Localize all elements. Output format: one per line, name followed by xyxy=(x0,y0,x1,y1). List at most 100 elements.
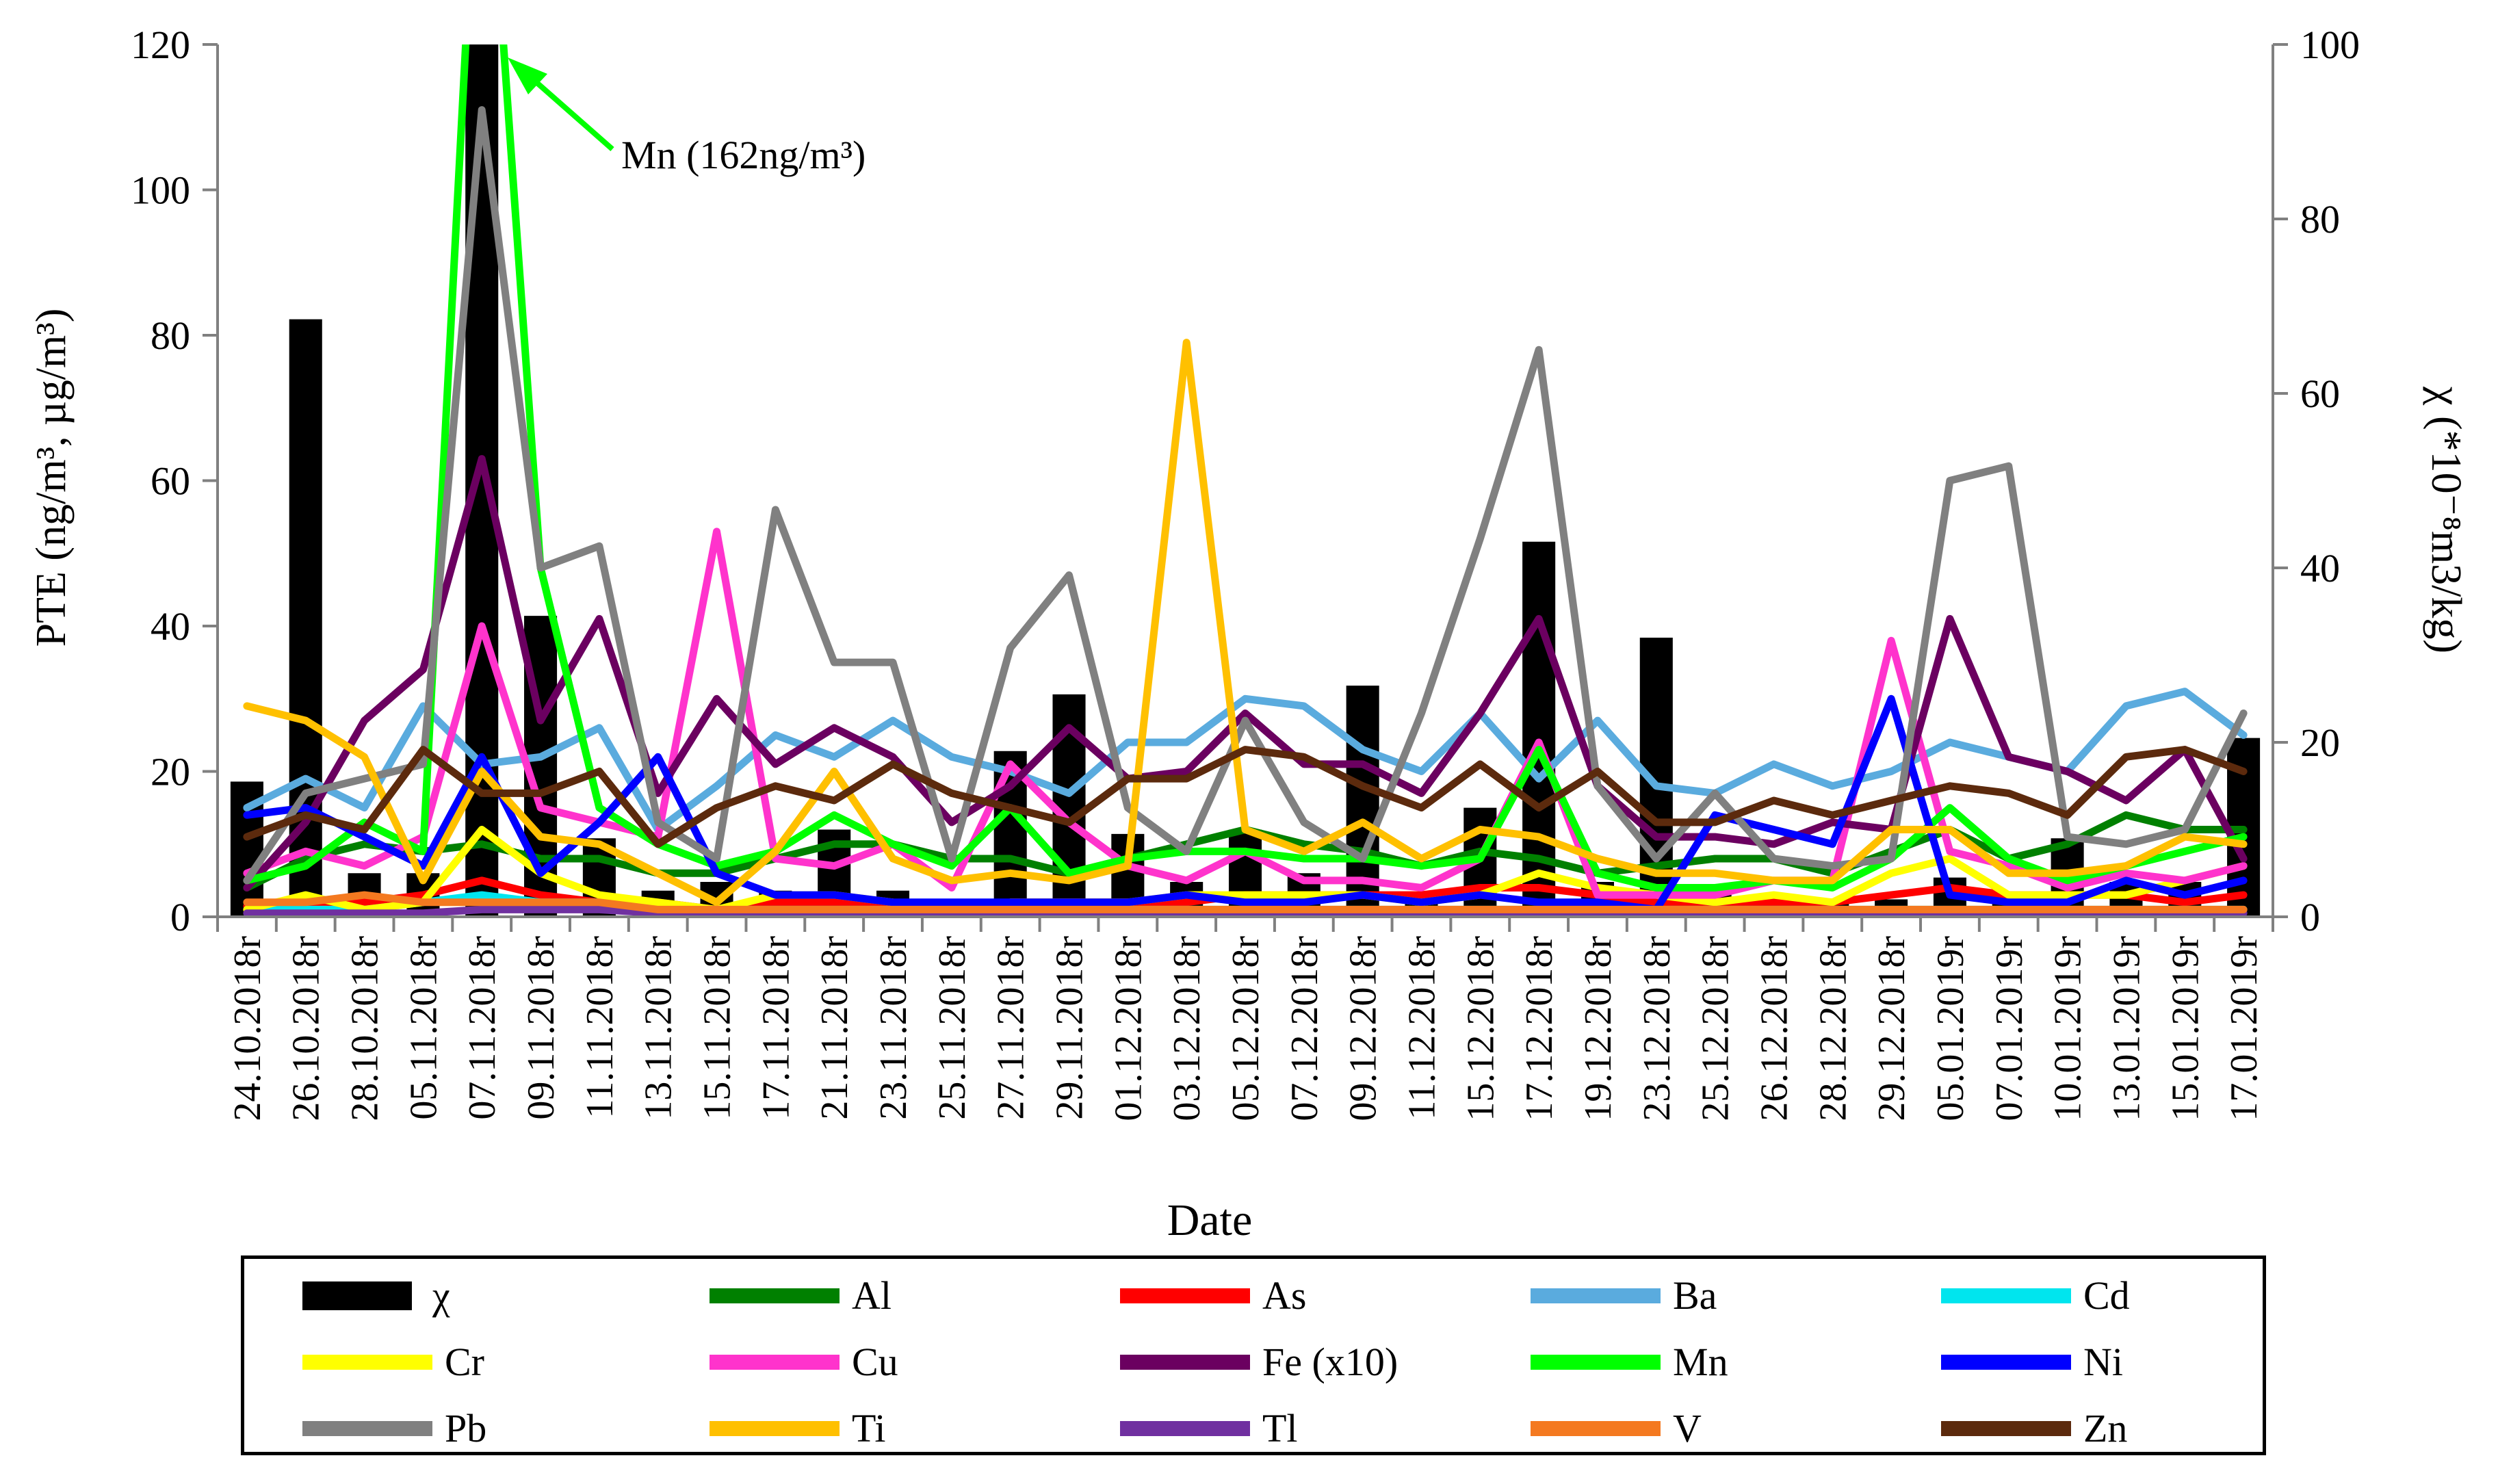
x-tick-label: 17.01.2019r xyxy=(2223,936,2265,1121)
y-tick-label: 100 xyxy=(131,168,190,213)
x-tick-label: 21.11.2018r xyxy=(814,936,856,1120)
legend-item: Cr xyxy=(302,1329,484,1394)
legend-item: Al xyxy=(710,1263,892,1328)
legend-swatch xyxy=(710,1354,840,1370)
legend-label: Mn xyxy=(1673,1340,1728,1384)
legend-item: As xyxy=(1120,1263,1306,1328)
x-tick-label: 03.12.2018r xyxy=(1166,936,1208,1121)
legend-swatch xyxy=(1941,1354,2071,1370)
legend-item: Zn xyxy=(1941,1396,2127,1461)
legend-label: Cr xyxy=(445,1340,484,1384)
y2-tick-label: 80 xyxy=(2300,197,2340,242)
x-tick-label: 23.11.2018r xyxy=(872,936,915,1120)
chart-plot: 0 20 40 60 80 100 120 0 20 40 60 80 100 24.10.2018r 26… xyxy=(28,23,2469,1245)
series-line-pb xyxy=(243,106,2248,885)
y-tick-label: 0 xyxy=(170,895,190,939)
y2-tick-label: 100 xyxy=(2300,23,2360,67)
series-line-mn xyxy=(243,44,2248,891)
x-tick-label: 01.12.2018r xyxy=(1107,936,1149,1121)
x-tick-label: 19.12.2018r xyxy=(1577,936,1619,1121)
series-line-cr xyxy=(243,826,2248,913)
series-line-group xyxy=(243,44,2248,917)
mn-annotation: Mn (162ng/m³) xyxy=(508,57,866,177)
legend-swatch xyxy=(1941,1420,2071,1436)
legend-swatch xyxy=(710,1288,840,1303)
x-tick-label: 26.10.2018r xyxy=(285,936,328,1121)
x-tick-label: 23.12.2018r xyxy=(1636,936,1678,1121)
x-tick-label: 15.01.2019r xyxy=(2164,936,2207,1121)
legend: χ Al As Ba Cd Cr Cu Fe (x10) Mn Ni Pb Ti Tl V Zn xyxy=(241,1255,2266,1455)
y-tick-label: 120 xyxy=(131,23,190,67)
legend-swatch xyxy=(1531,1288,1661,1303)
x-tick-label: 15.11.2018r xyxy=(697,936,739,1120)
x-tick-label: 24.10.2018r xyxy=(226,936,269,1121)
y2-tick-label: 0 xyxy=(2300,895,2320,939)
y2-tick-label: 20 xyxy=(2300,720,2340,765)
legend-swatch xyxy=(710,1420,840,1436)
legend-label: Cu xyxy=(852,1340,898,1384)
legend-label: Zn xyxy=(2083,1406,2128,1450)
x-tick-label: 09.12.2018r xyxy=(1342,936,1385,1121)
series-line-v xyxy=(243,891,2248,913)
legend-label: V xyxy=(1673,1406,1702,1450)
legend-label: Pb xyxy=(445,1406,487,1450)
x-tick-label: 15.12.2018r xyxy=(1459,936,1502,1121)
legend-item: Pb xyxy=(302,1396,486,1461)
legend-item: Fe (x10) xyxy=(1120,1329,1398,1394)
x-tick-label: 17.11.2018r xyxy=(755,936,797,1120)
legend-label: Ti xyxy=(852,1406,886,1450)
x-tick-label: 29.12.2018r xyxy=(1871,936,1913,1121)
legend-swatch xyxy=(1531,1420,1661,1436)
legend-label: Al xyxy=(852,1273,892,1318)
legend-item: Mn xyxy=(1531,1329,1728,1394)
series-line-ti xyxy=(243,339,2248,907)
legend-item: Ba xyxy=(1531,1263,1717,1328)
x-tick-label: 11.11.2018r xyxy=(579,936,621,1119)
annotation-arrow-head xyxy=(508,57,547,94)
legend-item: Cd xyxy=(1941,1263,2130,1328)
annotation-label: Mn (162ng/m³) xyxy=(621,133,866,177)
y-axis-title: PTE (ng/m³, µg/m³) xyxy=(28,309,75,647)
x-tick-label: 13.11.2018r xyxy=(638,936,680,1120)
legend-label: Tl xyxy=(1262,1406,1298,1450)
x-tick-label: 05.11.2018r xyxy=(402,936,445,1120)
y-tick-label: 40 xyxy=(151,604,190,649)
x-tick-label: 26.12.2018r xyxy=(1754,936,1796,1121)
y-tick-label: 20 xyxy=(151,750,190,794)
y-tick-label: 80 xyxy=(151,313,190,358)
legend-label: Cd xyxy=(2083,1273,2130,1318)
legend-item: Tl xyxy=(1120,1396,1298,1461)
legend-swatch xyxy=(1531,1354,1661,1370)
legend-item: χ xyxy=(302,1263,450,1328)
x-tick-label: 28.10.2018r xyxy=(344,936,387,1121)
legend-label: χ xyxy=(432,1273,450,1318)
legend-swatch xyxy=(1941,1288,2071,1303)
legend-label: As xyxy=(1262,1273,1307,1318)
legend-swatch xyxy=(302,1281,412,1310)
x-tick-label: 09.11.2018r xyxy=(520,936,562,1120)
legend-swatch xyxy=(1120,1420,1250,1436)
x-axis-title: Date xyxy=(1167,1195,1253,1245)
series-line-zn xyxy=(243,746,2248,848)
x-tick-label: 25.12.2018r xyxy=(1695,936,1737,1121)
y2-tick-label: 40 xyxy=(2300,546,2340,590)
x-tick-label: 07.12.2018r xyxy=(1284,936,1326,1121)
x-tick-label: 29.11.2018r xyxy=(1049,936,1091,1120)
legend-item: Cu xyxy=(710,1329,898,1394)
legend-item: Ti xyxy=(710,1396,886,1461)
legend-label: Ba xyxy=(1673,1273,1717,1318)
x-tick-label: 07.01.2019r xyxy=(1988,936,2031,1121)
x-tick-label: 05.12.2018r xyxy=(1225,936,1267,1121)
annotation-arrow-line xyxy=(525,71,614,152)
x-tick-label: 10.01.2019r xyxy=(2047,936,2090,1121)
legend-item: V xyxy=(1531,1396,1702,1461)
legend-label: Fe (x10) xyxy=(1262,1340,1398,1384)
x-tick-label: 27.11.2018r xyxy=(990,936,1032,1120)
legend-item: Ni xyxy=(1941,1329,2123,1394)
x-tick-label: 28.12.2018r xyxy=(1812,936,1854,1121)
y-tick-label: 60 xyxy=(151,459,190,504)
legend-swatch xyxy=(302,1420,432,1436)
x-tick-label: 11.12.2018r xyxy=(1401,936,1444,1120)
y2-tick-label: 60 xyxy=(2300,372,2340,416)
x-tick-label: 07.11.2018r xyxy=(461,936,504,1120)
